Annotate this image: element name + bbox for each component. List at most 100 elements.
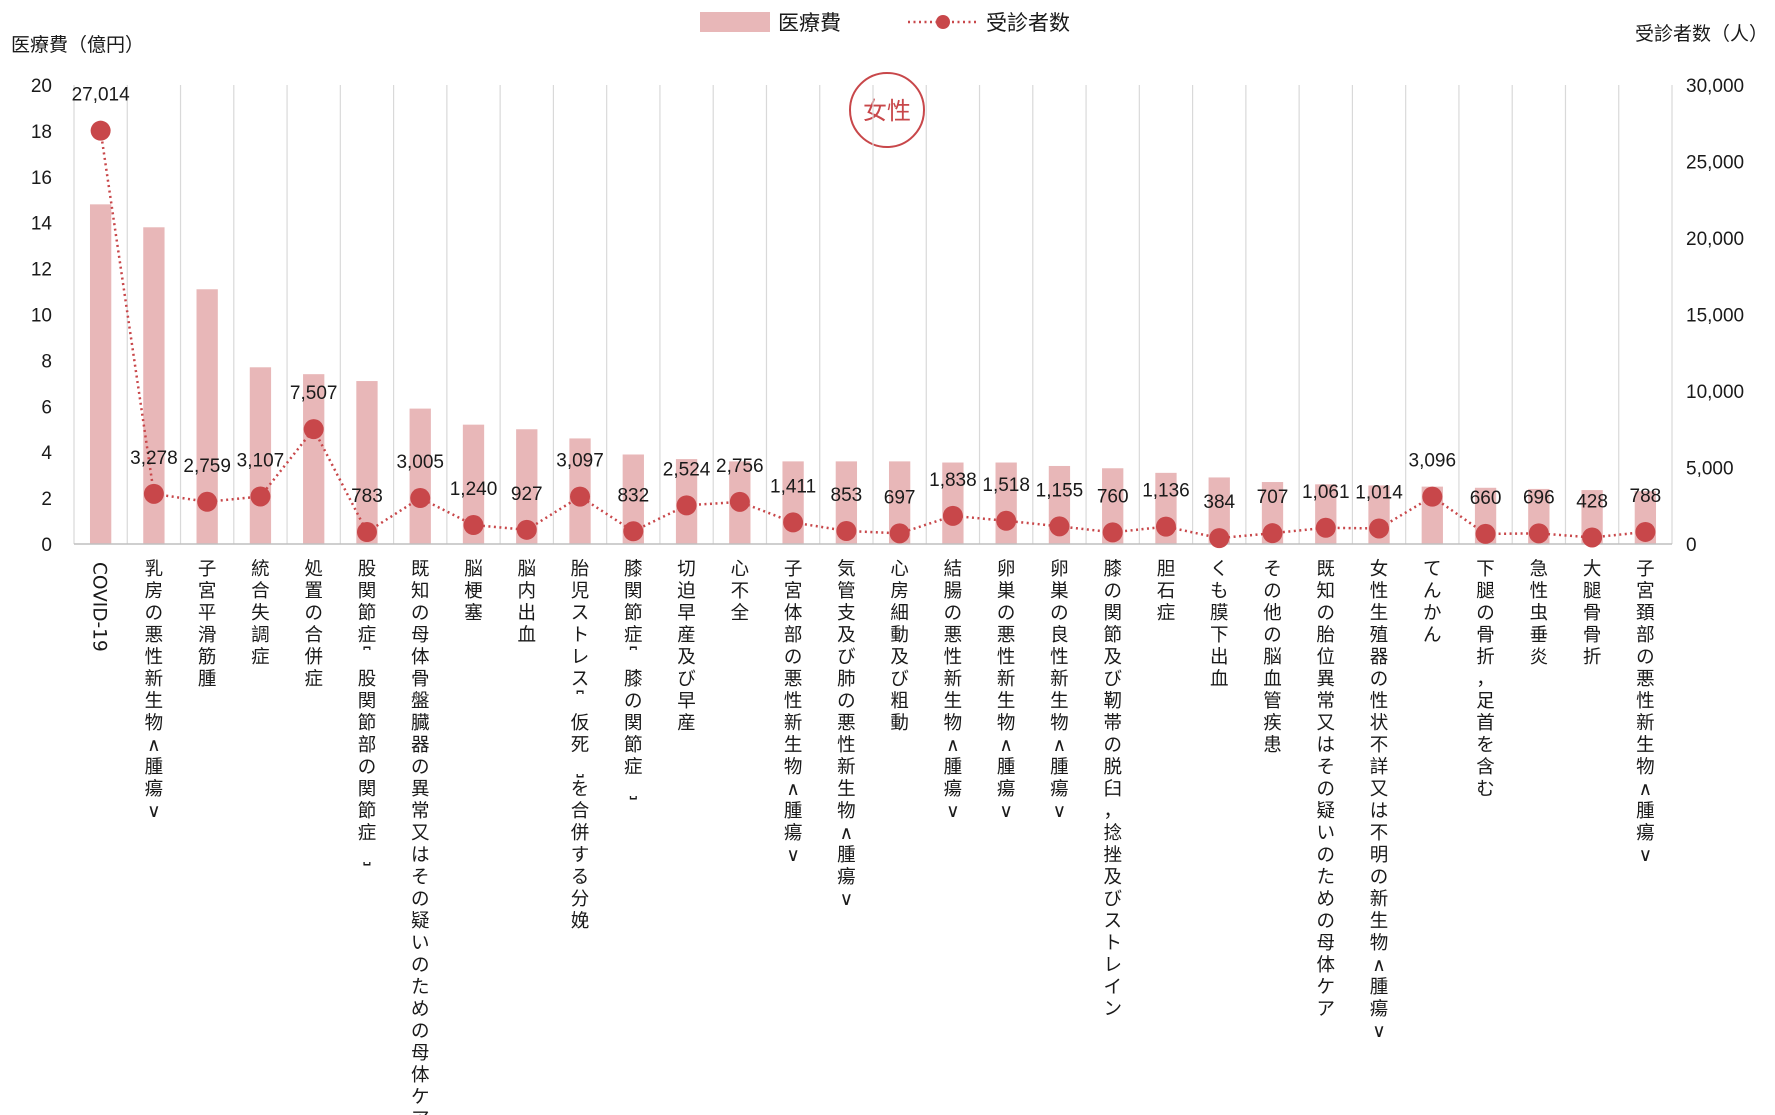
category-char: の <box>411 955 430 976</box>
category-char: の <box>1636 647 1655 668</box>
category-char: 膝 <box>1103 559 1122 580</box>
category-char: の <box>1103 581 1122 602</box>
category-char: 胆 <box>1157 559 1176 580</box>
category-char: む <box>1476 779 1495 800</box>
category-char: 卵 <box>1050 559 1069 580</box>
category-char: ∨ <box>1372 1021 1386 1042</box>
category-char: 折 <box>1476 647 1495 668</box>
category-char: 症 <box>358 823 377 844</box>
category-char: 股 <box>358 559 377 580</box>
category-char: て <box>1423 559 1442 580</box>
category-char: 母 <box>411 625 430 646</box>
line-point <box>1528 523 1549 544</box>
data-label: 707 <box>1257 487 1289 508</box>
category-char: 併 <box>304 647 323 668</box>
category-char: 靭 <box>1103 691 1122 712</box>
category-char: 性 <box>837 735 856 756</box>
legend-bar-swatch <box>700 12 770 32</box>
category-char: 不 <box>1370 823 1389 844</box>
right-tick-label: 5,000 <box>1686 459 1734 480</box>
category-char: レ <box>1103 955 1122 976</box>
line-point <box>783 512 804 533</box>
badge-circle <box>849 72 925 148</box>
category-char: 骨 <box>1476 625 1495 646</box>
category-char: 出 <box>518 603 537 624</box>
category-char: の <box>411 1021 430 1042</box>
category-char: ∨ <box>786 845 800 866</box>
left-tick-label: 20 <box>31 76 52 97</box>
data-label: 3,096 <box>1409 451 1457 472</box>
category-char: 又 <box>1370 779 1389 800</box>
line-point <box>889 523 910 544</box>
left-tick-label: 12 <box>31 260 52 281</box>
category-char: 子 <box>198 559 217 580</box>
category-char: 生 <box>997 691 1016 712</box>
category-char: 垂 <box>1530 625 1549 646</box>
category-char: の <box>1263 625 1282 646</box>
category-char: 動 <box>890 713 909 734</box>
category-char: の <box>1370 669 1389 690</box>
category-char: 血 <box>1210 669 1229 690</box>
data-label: 2,524 <box>663 459 711 480</box>
grid-layer <box>73 85 1673 544</box>
left-tick-label: 4 <box>41 443 52 464</box>
category-char: 骨 <box>1583 625 1602 646</box>
category-char: 腫 <box>1370 977 1389 998</box>
category-char: の <box>944 603 963 624</box>
data-label: 788 <box>1630 486 1662 507</box>
category-char: 明 <box>1370 845 1389 866</box>
bar <box>196 289 218 544</box>
line-point <box>197 491 218 512</box>
category-char: の <box>784 647 803 668</box>
category-char: 既 <box>1317 559 1336 580</box>
category-char: 症 <box>358 625 377 646</box>
line-point <box>1582 527 1603 548</box>
category-char: 卵 <box>997 559 1016 580</box>
category-char: 滑 <box>198 625 217 646</box>
legend: 医療費 受診者数 <box>700 11 1070 35</box>
category-char: の <box>624 691 643 712</box>
category-char: 統 <box>251 559 270 580</box>
line-point <box>90 120 111 141</box>
category-char: ∧ <box>1639 779 1653 800</box>
category-char: 関 <box>1103 603 1122 624</box>
category-char: 性 <box>1370 691 1389 712</box>
data-label: 832 <box>617 485 649 506</box>
category-char: 挫 <box>1103 845 1122 866</box>
category-char: 房 <box>890 581 909 602</box>
category-char: 全 <box>731 603 750 624</box>
category-char: の <box>1370 867 1389 888</box>
line-point <box>1155 516 1176 537</box>
line-point <box>1049 516 1070 537</box>
category-char: 器 <box>411 735 430 756</box>
category-char: 節 <box>358 801 377 822</box>
line-point <box>463 515 484 536</box>
data-label: 3,005 <box>396 452 444 473</box>
category-char: 胎 <box>571 559 590 580</box>
category-char: 失 <box>251 603 270 624</box>
category-char: 筋 <box>198 647 217 668</box>
data-label: 927 <box>511 484 543 505</box>
category-char: 新 <box>1050 669 1069 690</box>
category-char: 知 <box>1317 581 1336 602</box>
category-char: 瘍 <box>837 867 856 888</box>
category-char: 良 <box>1050 625 1069 646</box>
data-label: 783 <box>351 486 383 507</box>
category-char: は <box>1317 735 1336 756</box>
line-point <box>729 491 750 512</box>
category-char: は <box>411 845 430 866</box>
category-char: の <box>1317 911 1336 932</box>
category-char: 瘍 <box>1370 999 1389 1020</box>
category-char: 塞 <box>464 603 483 624</box>
category-char: 児 <box>571 581 590 602</box>
category-char: ん <box>1423 581 1442 602</box>
category-char: の <box>1317 845 1336 866</box>
category-char: 及 <box>837 625 856 646</box>
